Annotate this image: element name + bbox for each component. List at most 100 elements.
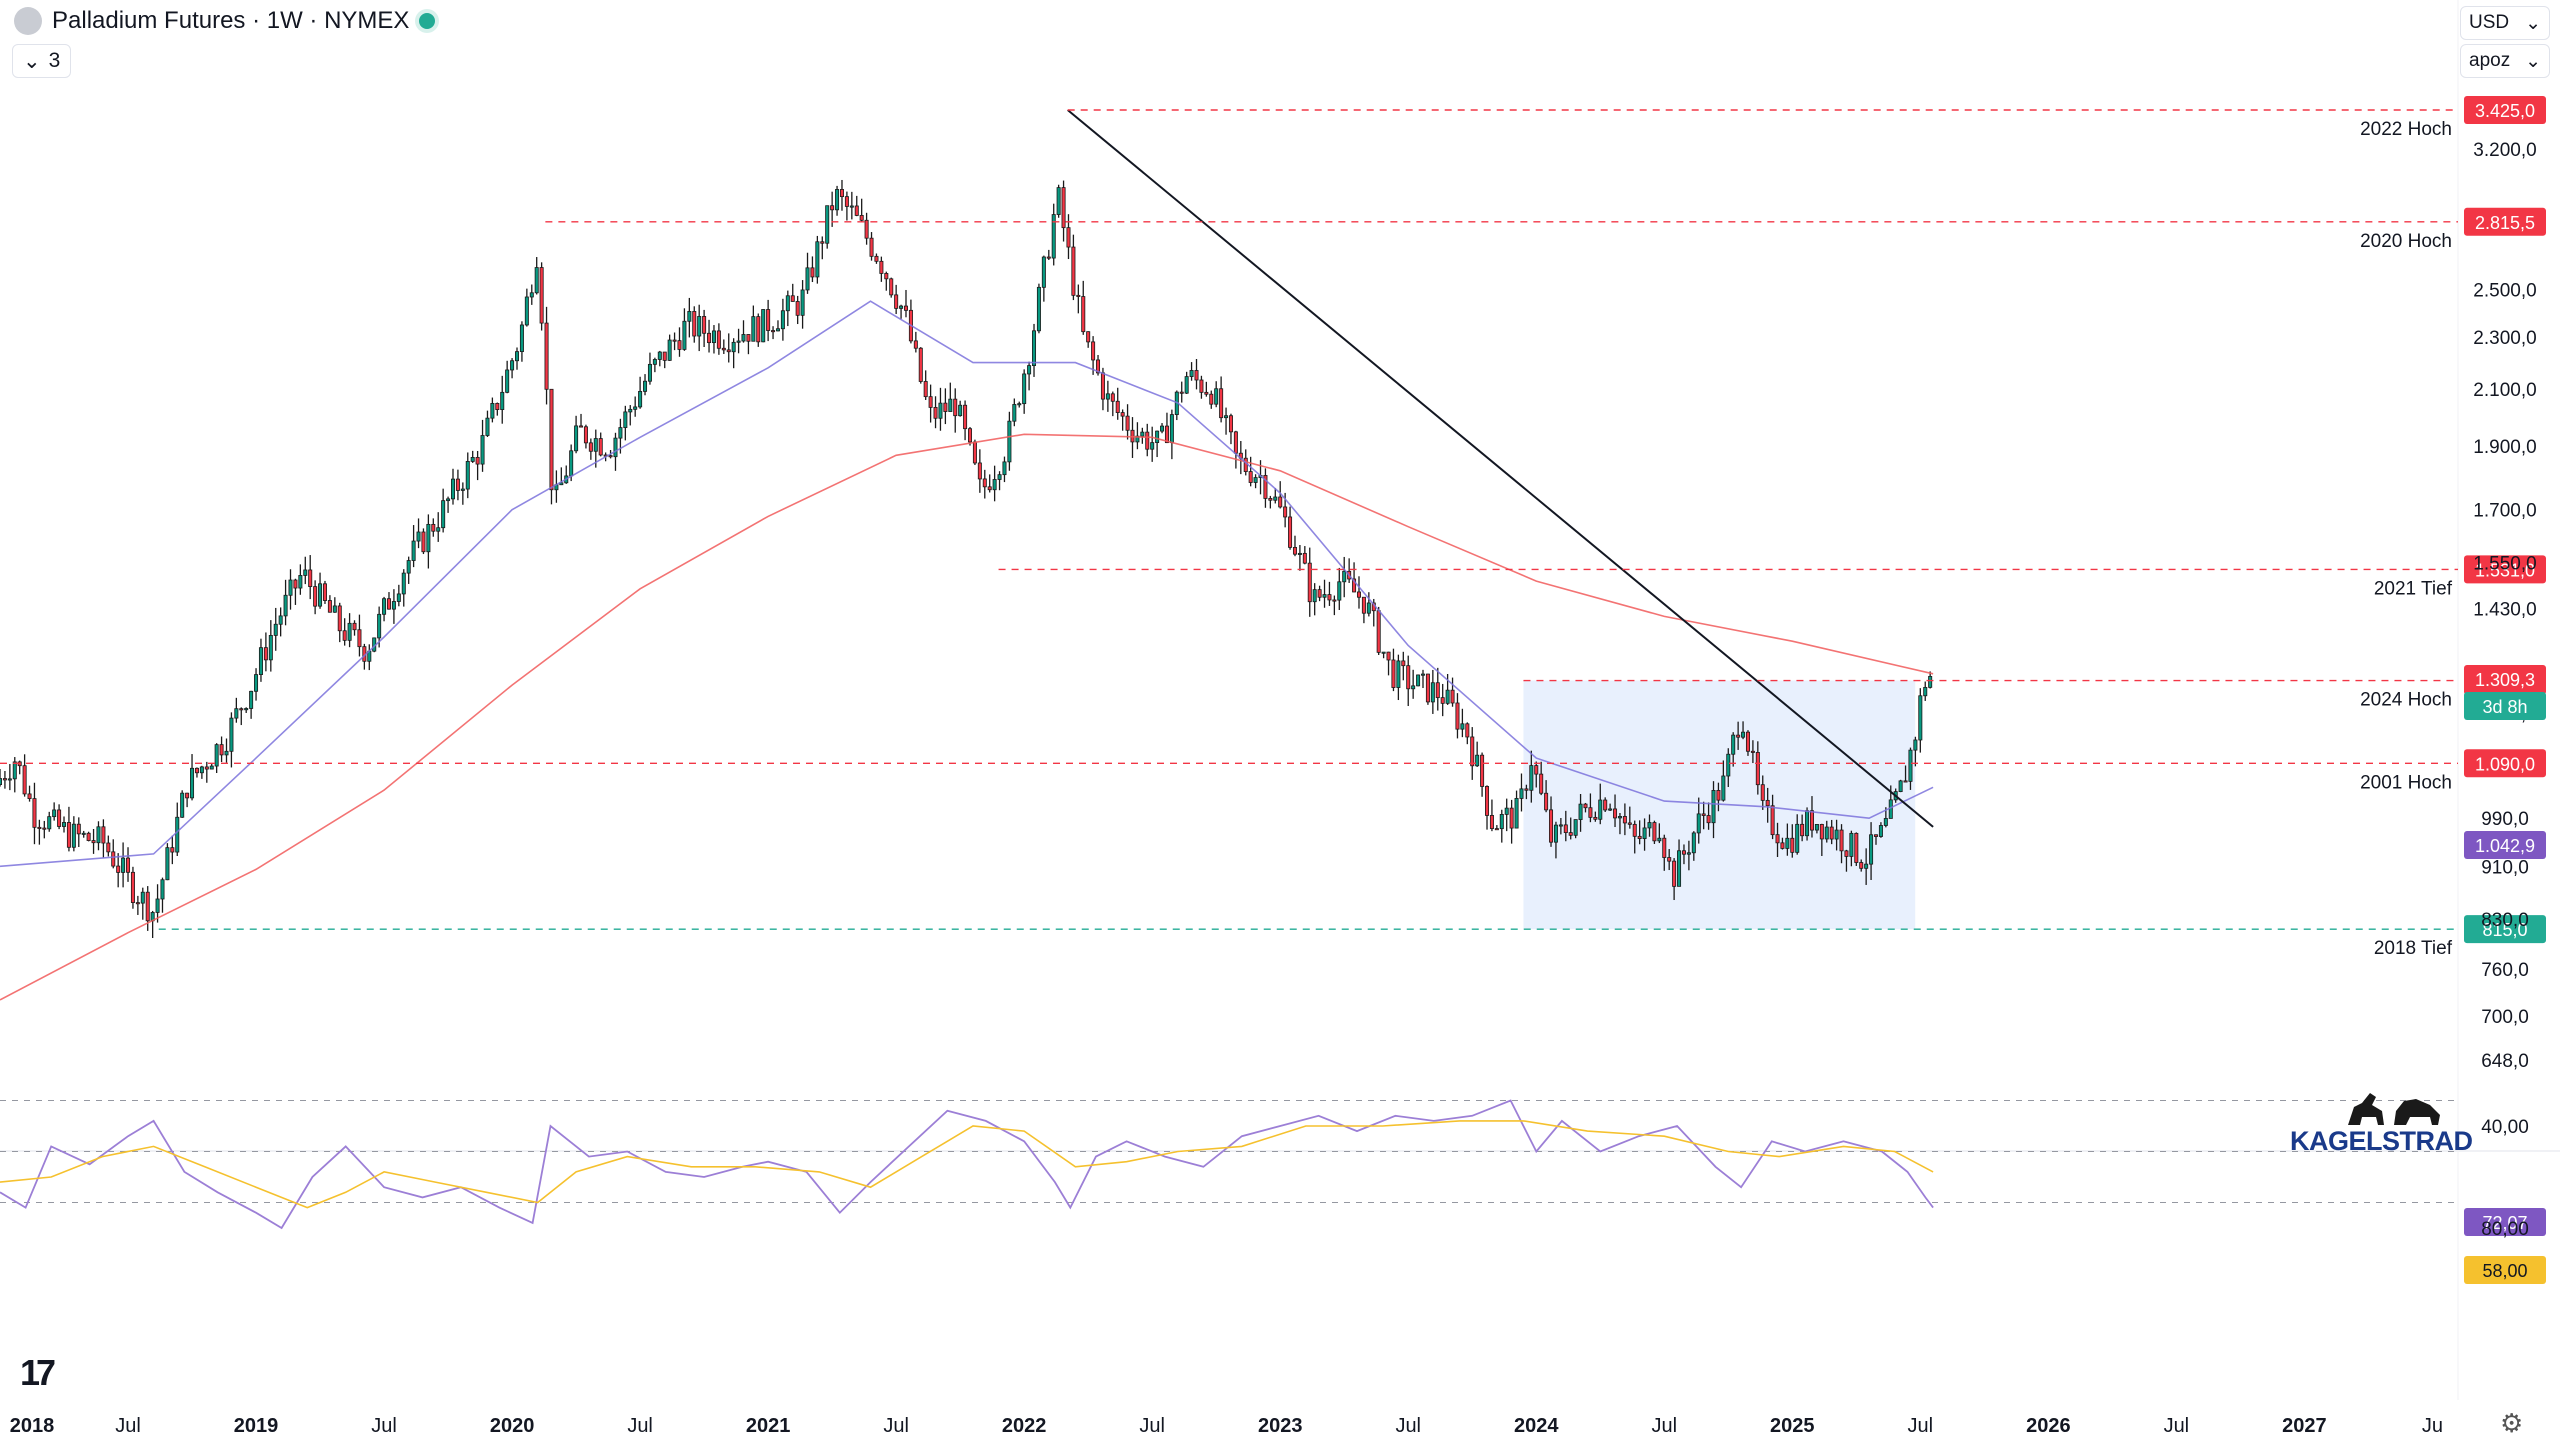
- candle-up: [1140, 431, 1145, 437]
- scale-mode-button[interactable]: apoz ⌄: [2460, 44, 2550, 78]
- currency-button[interactable]: USD ⌄: [2460, 6, 2550, 40]
- candle-up: [1686, 852, 1691, 855]
- candle-up: [1312, 589, 1317, 603]
- candle-down: [386, 598, 391, 610]
- tradingview-logo[interactable]: 17: [20, 1352, 56, 1393]
- candle-down: [1627, 822, 1632, 825]
- candle-up: [1677, 850, 1682, 887]
- candle-down: [1317, 589, 1322, 598]
- candle-up: [633, 406, 638, 410]
- candle-up: [559, 482, 564, 486]
- candle-up: [1814, 823, 1819, 831]
- candle-up: [741, 334, 746, 342]
- candle-up: [470, 457, 475, 462]
- candle-down: [42, 827, 47, 830]
- level-name: 2022 Hoch: [2360, 119, 2452, 140]
- candle-down: [968, 428, 973, 443]
- candle-up: [155, 898, 160, 913]
- candle-down: [756, 316, 761, 343]
- candle-up: [391, 601, 396, 610]
- level-name: 2001 Hoch: [2360, 772, 2452, 793]
- candle-up: [283, 594, 288, 617]
- candle-down: [66, 822, 71, 848]
- candle-up: [1918, 695, 1923, 741]
- candle-down: [928, 396, 933, 408]
- candle-up: [1721, 775, 1726, 801]
- candle-up: [1726, 753, 1731, 777]
- candle-down: [1233, 431, 1238, 454]
- candle-up: [485, 417, 490, 436]
- candle-down: [721, 347, 726, 351]
- gear-icon[interactable]: ⚙: [2500, 1408, 2524, 1438]
- candle-up: [224, 750, 229, 756]
- candle-up: [1022, 373, 1027, 405]
- candle-down: [1302, 552, 1307, 564]
- candle-up: [1741, 731, 1746, 738]
- candle-up: [288, 579, 293, 596]
- candle-up: [1051, 214, 1056, 259]
- candle-down: [707, 332, 712, 344]
- candle-down: [1307, 562, 1312, 603]
- candle-down: [308, 569, 313, 588]
- price-tag: [2464, 555, 2546, 584]
- candle-up: [1558, 824, 1563, 827]
- moving-average-red: [0, 433, 1934, 1001]
- candle-up: [416, 531, 421, 542]
- candle-up: [1642, 827, 1647, 840]
- candle-down: [1361, 596, 1366, 614]
- level-name: 2018 Tief: [2374, 938, 2453, 959]
- candle-up: [800, 289, 805, 316]
- candle-up: [1007, 420, 1012, 463]
- candle-up: [1169, 414, 1174, 444]
- candle-down: [1401, 660, 1406, 667]
- candle-up: [1056, 187, 1061, 215]
- candle-up: [298, 575, 303, 589]
- price-tag-label: 815,0: [2482, 920, 2527, 940]
- candle-up: [1834, 829, 1839, 840]
- candle-down: [1470, 736, 1475, 767]
- candle-down: [977, 462, 982, 480]
- candle-up: [569, 450, 574, 477]
- rsi-y-tick-label: 80,00: [2481, 1219, 2529, 1240]
- candle-up: [165, 847, 170, 881]
- candle-down: [76, 823, 81, 835]
- y-tick-label: 2.100,0: [2473, 380, 2536, 401]
- candle-down: [1667, 857, 1672, 862]
- y-tick-label: 990,0: [2481, 809, 2529, 830]
- chevron-down-icon: ⌄: [23, 49, 41, 73]
- candle-down: [352, 622, 357, 631]
- x-tick-label: Jul: [1395, 1415, 1421, 1437]
- candle-up: [1617, 816, 1622, 819]
- candle-down: [820, 241, 825, 244]
- x-tick-label: 2027: [2282, 1415, 2327, 1437]
- candle-up: [835, 189, 840, 211]
- candle-up: [524, 296, 529, 326]
- price-tag: [2464, 915, 2546, 944]
- candle-down: [1859, 862, 1864, 869]
- candle-up: [1027, 365, 1032, 375]
- candle-down: [1228, 415, 1233, 433]
- x-tick-label: Jul: [627, 1415, 653, 1437]
- candle-down: [1755, 751, 1760, 786]
- candle-down: [145, 891, 150, 922]
- candle-up: [450, 478, 455, 500]
- candle-down: [1770, 805, 1775, 836]
- candle-down: [1243, 457, 1248, 472]
- level-name: 2024 Hoch: [2360, 690, 2452, 711]
- indicator-toggle[interactable]: ⌄ 3: [12, 44, 72, 78]
- candle-down: [1435, 682, 1440, 699]
- candle-down: [859, 215, 864, 221]
- candle-up: [1396, 660, 1401, 688]
- watermark-logo: KAGELSTRAD: [2290, 1085, 2473, 1157]
- candle-up: [1923, 686, 1928, 697]
- candle-down: [194, 767, 199, 774]
- x-tick-label: Ju: [2422, 1415, 2443, 1437]
- price-tag-label: 1.042,9: [2475, 836, 2535, 856]
- y-tick-label: 700,0: [2481, 1007, 2529, 1028]
- candle-up: [697, 316, 702, 337]
- candle-down: [1288, 516, 1293, 548]
- candle-down: [933, 407, 938, 419]
- candle-up: [1381, 651, 1386, 654]
- candle-down: [1332, 599, 1337, 602]
